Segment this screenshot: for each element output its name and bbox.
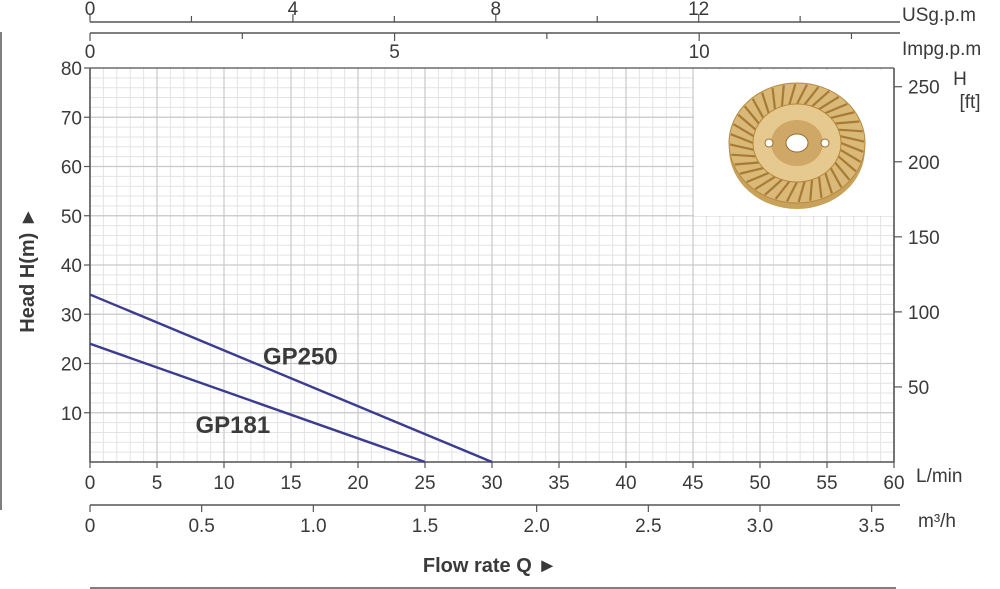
ft-tick-label: 100 <box>908 303 940 324</box>
impeller-vane <box>824 172 833 194</box>
impeller-vane <box>803 86 820 106</box>
usgpm-tick-label: 8 <box>491 0 502 20</box>
y-tick-label: 30 <box>61 305 82 326</box>
x-unit-label: L/min <box>916 466 962 487</box>
m3h-tick-label: 1.5 <box>412 516 438 537</box>
y-tick-label: 70 <box>61 108 82 129</box>
series-line-gp250 <box>89 293 493 464</box>
impeller-vane <box>797 181 806 203</box>
y-tick-label: 50 <box>61 207 82 228</box>
impeller-vane <box>764 178 783 196</box>
impeller-hole-right <box>820 138 830 148</box>
x-tick-label: 25 <box>414 473 435 494</box>
m3h-unit-label: m³/h <box>918 511 956 532</box>
m3h-tick-label: 3.5 <box>858 516 884 537</box>
feet-unit-label-line2: [ft] <box>959 92 980 113</box>
m3h-tick-label: 2.5 <box>635 516 661 537</box>
impgpm-tick-label: 0 <box>85 42 96 63</box>
impeller-vane <box>837 155 857 173</box>
usgpm-tick-label: 12 <box>688 0 709 20</box>
ft-tick-label: 200 <box>908 153 940 174</box>
impeller-vane <box>732 123 755 138</box>
series-group: GP250 GP181 <box>89 293 493 464</box>
series-line-gp181 <box>89 342 426 464</box>
y-tick-label: 10 <box>61 404 82 425</box>
series-label-gp250: GP250 <box>263 343 338 370</box>
impeller-vane <box>796 84 808 105</box>
usgpm-tick-label: 0 <box>85 0 96 20</box>
x-tick-label: 0 <box>85 473 96 494</box>
y-tick-label: 40 <box>61 256 82 277</box>
impeller-vane <box>729 143 754 151</box>
impeller-vane <box>731 153 756 158</box>
impeller-vane <box>743 105 760 125</box>
impeller-vane <box>834 161 851 181</box>
impeller-vane <box>839 148 862 163</box>
impeller-vane <box>771 87 777 110</box>
x-tick-label: 35 <box>548 473 569 494</box>
usgpm-unit-label: USg.p.m <box>902 5 976 26</box>
impeller-vane <box>734 161 759 166</box>
x-tick-label: 50 <box>749 473 770 494</box>
m3h-tick-label: 0 <box>85 516 96 537</box>
impeller-vane <box>817 176 823 199</box>
impeller-inset <box>694 70 894 216</box>
impeller-vane <box>788 83 797 105</box>
y-tick-label: 80 <box>61 59 82 80</box>
impeller-vane <box>840 141 864 153</box>
impeller-vane <box>730 133 754 145</box>
ft-tick-label: 250 <box>908 78 940 99</box>
impeller-hole-left <box>764 138 774 148</box>
impeller-vane <box>809 179 814 201</box>
impeller-vane <box>761 92 770 114</box>
impeller-vane <box>737 113 757 131</box>
x-axis-title: Flow rate Q ► <box>423 555 557 577</box>
feet-unit-label-line1: H <box>953 69 967 90</box>
x-tick-label: 60 <box>883 473 904 494</box>
impeller-vane <box>751 98 765 119</box>
impeller-vane <box>774 180 791 200</box>
usgpm-tick-label: 4 <box>288 0 299 20</box>
y-tick-label: 60 <box>61 158 82 179</box>
x-tick-label: 10 <box>213 473 234 494</box>
x-tick-label: 40 <box>615 473 636 494</box>
impeller-vane <box>838 128 863 133</box>
x-tick-label: 20 <box>347 473 368 494</box>
x-tick-label: 15 <box>280 473 301 494</box>
x-tick-label: 30 <box>481 473 502 494</box>
impeller-vane <box>840 135 865 143</box>
x-tick-label: 5 <box>152 473 163 494</box>
m3h-tick-label: 1.0 <box>300 516 326 537</box>
impeller-vane <box>818 95 840 111</box>
impgpm-tick-label: 5 <box>389 42 400 63</box>
impeller-vane <box>786 181 798 202</box>
impeller-vane <box>811 90 830 108</box>
impeller-vane <box>739 166 764 175</box>
x-tick-label: 45 <box>682 473 703 494</box>
impgpm-tick-label: 10 <box>689 42 710 63</box>
m3h-tick-label: 0.5 <box>188 516 214 537</box>
impeller-vane <box>746 171 770 184</box>
impeller-vane <box>754 175 776 191</box>
impeller-vane <box>780 85 785 107</box>
series-label-gp181: GP181 <box>196 412 271 439</box>
m3h-tick-label: 2.0 <box>523 516 549 537</box>
impeller-vane <box>829 167 843 188</box>
x-tick-label: 55 <box>816 473 837 494</box>
y-tick-label: 20 <box>61 355 82 376</box>
impeller-vane <box>835 120 860 125</box>
ft-tick-label: 150 <box>908 228 940 249</box>
impeller-vane <box>830 111 855 120</box>
ft-tick-label: 50 <box>908 378 929 399</box>
impgpm-unit-label: Impg.p.m <box>902 39 981 60</box>
m3h-tick-label: 3.0 <box>747 516 773 537</box>
impeller-bore <box>785 133 809 153</box>
y-axis-title: Head H(m) ► <box>17 207 39 332</box>
impeller-vane <box>824 102 848 115</box>
